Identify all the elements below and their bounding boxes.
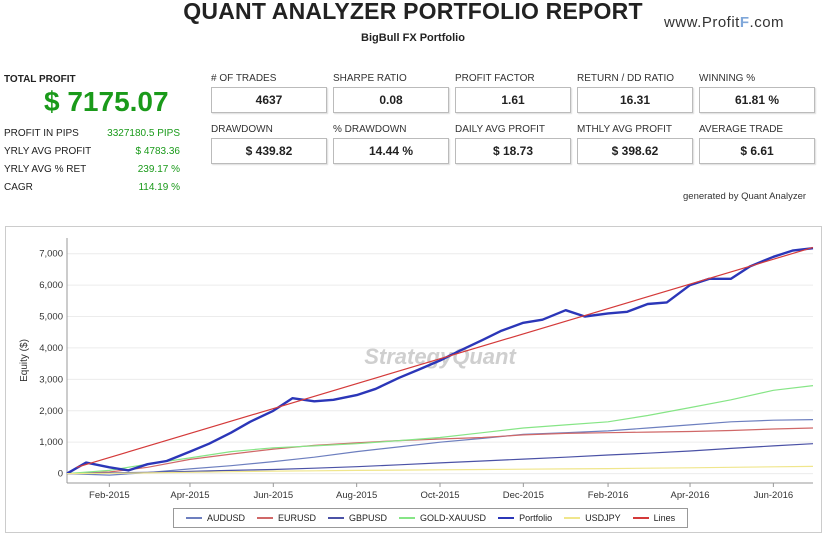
series-line-gbpusd [66,443,814,475]
legend-label: GOLD-XAUUSD [420,513,487,523]
legend-entry: Lines [632,513,676,523]
summary-list: PROFIT IN PIPS 3327180.5 PIPS YRLY AVG PR… [4,128,180,200]
legend-entry: EURUSD [257,513,316,523]
stat-winning: WINNING % 61.81 % [699,73,815,113]
summary-row: PROFIT IN PIPS 3327180.5 PIPS [4,128,180,139]
stat-drawdown: DRAWDOWN $ 439.82 [211,124,327,164]
x-tick-label: Jun-2016 [754,490,794,501]
summary-row: YRLY AVG % RET 239.17 % [4,164,180,175]
legend-swatch [564,517,581,519]
legend-entry: AUDUSD [186,513,245,523]
legend-entry: Portfolio [498,513,552,523]
legend-label: EURUSD [278,513,317,523]
generated-by: generated by Quant Analyzer [683,191,807,202]
series-line-audusd [66,419,814,476]
legend-swatch [328,517,345,519]
x-tick-label: Oct-2015 [420,490,459,501]
legend-label: AUDUSD [207,513,246,523]
y-tick-label: 7,000 [39,249,63,260]
y-axis-label: Equity ($) [19,339,30,382]
y-tick-label: 2,000 [39,406,63,417]
legend-label: USDJPY [585,513,621,523]
stat-return-dd: RETURN / DD RATIO 16.31 [577,73,693,113]
x-tick-label: Feb-2015 [89,490,130,501]
stat-trades: # OF TRADES 4637 [211,73,327,113]
total-profit-value: $ 7175.07 [44,86,169,117]
x-tick-label: Aug-2015 [336,490,377,501]
legend-swatch [632,517,649,519]
y-tick-label: 6,000 [39,280,63,291]
total-profit-label: TOTAL PROFIT [4,74,76,85]
x-tick-label: Apr-2016 [670,490,709,501]
stat-avg-trade: AVERAGE TRADE $ 6.61 [699,124,815,164]
stat-monthly-avg: MTHLY AVG PROFIT $ 398.62 [577,124,693,164]
legend-swatch [257,517,274,519]
brand-logo: www.ProfitF.com [664,14,785,31]
legend-swatch [186,517,202,519]
legend-label: Portfolio [519,513,553,523]
x-tick-label: Feb-2016 [588,490,629,501]
series-line-usdjpy [66,465,814,475]
chart-legend: AUDUSD EURUSD GBPUSD GOLD-XAUUSD Portfolio US… [173,508,689,528]
summary-row: YRLY AVG PROFIT $ 4783.36 [4,146,180,157]
series-line-eurusd [66,427,814,475]
legend-swatch [399,517,416,519]
legend-entry: GOLD-XAUUSD [399,513,486,523]
legend-entry: GBPUSD [328,513,387,523]
y-tick-label: 3,000 [39,374,63,385]
y-tick-label: 0 [58,469,63,480]
stat-sharpe: SHARPE RATIO 0.08 [333,73,449,113]
legend-entry: USDJPY [564,513,621,523]
x-tick-label: Apr-2015 [170,490,209,501]
series-line-portfolio [66,247,814,475]
y-tick-label: 4,000 [39,343,63,354]
portfolio-name: BigBull FX Portfolio [361,32,465,44]
stat-pct-drawdown: % DRAWDOWN 14.44 % [333,124,449,164]
legend-swatch [498,517,515,519]
x-tick-label: Jun-2015 [253,490,293,501]
y-tick-label: 1,000 [39,437,63,448]
report-title: QUANT ANALYZER PORTFOLIO REPORT [183,0,643,24]
chart-frame [5,226,822,533]
legend-label: GBPUSD [349,513,388,523]
legend-label: Lines [653,513,676,523]
stat-profit-factor: PROFIT FACTOR 1.61 [455,73,571,113]
series-line-lines [76,246,814,468]
stat-daily-avg: DAILY AVG PROFIT $ 18.73 [455,124,571,164]
series-line-gold-xauusd [66,385,814,475]
summary-row: CAGR 114.19 % [4,182,180,193]
x-tick-label: Dec-2015 [503,490,544,501]
y-tick-label: 5,000 [39,312,63,323]
